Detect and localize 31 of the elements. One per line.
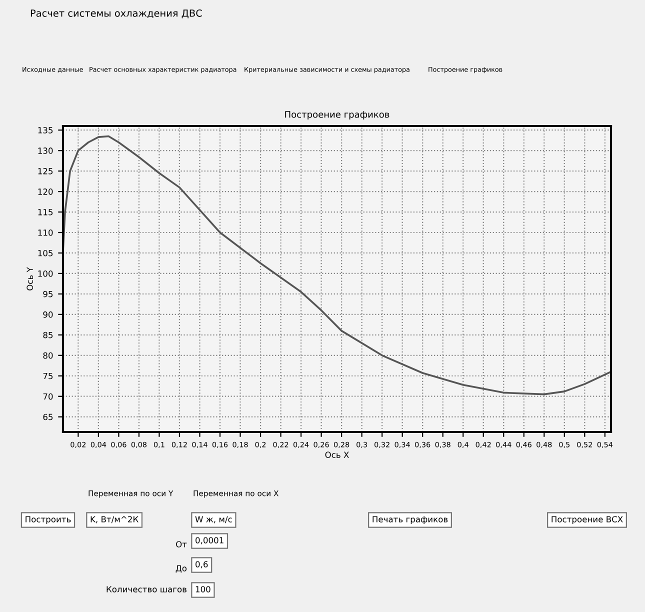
text: W ж, м/с (195, 516, 232, 524)
y-tick-label: 90 (43, 311, 53, 318)
y-tick-label: 135 (38, 127, 53, 134)
y-tick-label: 85 (43, 332, 53, 338)
y-tick-label: 65 (43, 414, 53, 420)
text: Расчет системы охлаждения ДВС (30, 9, 202, 18)
y-axis-title: Ось Y (26, 267, 33, 290)
text: K, Вт/м^2К (90, 516, 138, 524)
y-tick-label: 105 (38, 250, 53, 256)
text: 100 (196, 586, 210, 592)
x-axis-title: Ось X (325, 452, 349, 458)
line-series (63, 135, 611, 396)
text: Количество шагов (106, 586, 187, 592)
y-tick-label: 125 (38, 168, 53, 174)
text: 0,6 (196, 561, 208, 568)
text: От (176, 541, 187, 548)
text: Построить (26, 516, 71, 524)
y-tick-label: 95 (43, 290, 53, 298)
text: 0,0001 (196, 537, 224, 544)
y-tick-label: 70 (43, 393, 53, 400)
text: Построение ВСХ (552, 516, 623, 524)
y-tick-label: 100 (38, 270, 53, 277)
text: До (176, 565, 187, 573)
y-tick-label: 130 (38, 148, 53, 154)
y-tick-label: 120 (38, 188, 53, 195)
y-tick-label: 110 (38, 229, 53, 236)
y-tick-label: 80 (43, 352, 53, 359)
y-tick-label: 75 (43, 372, 53, 380)
text: Печать графиков (372, 516, 448, 524)
y-tick-label: 115 (38, 209, 53, 216)
chart-title: Построение графиков (285, 111, 390, 120)
